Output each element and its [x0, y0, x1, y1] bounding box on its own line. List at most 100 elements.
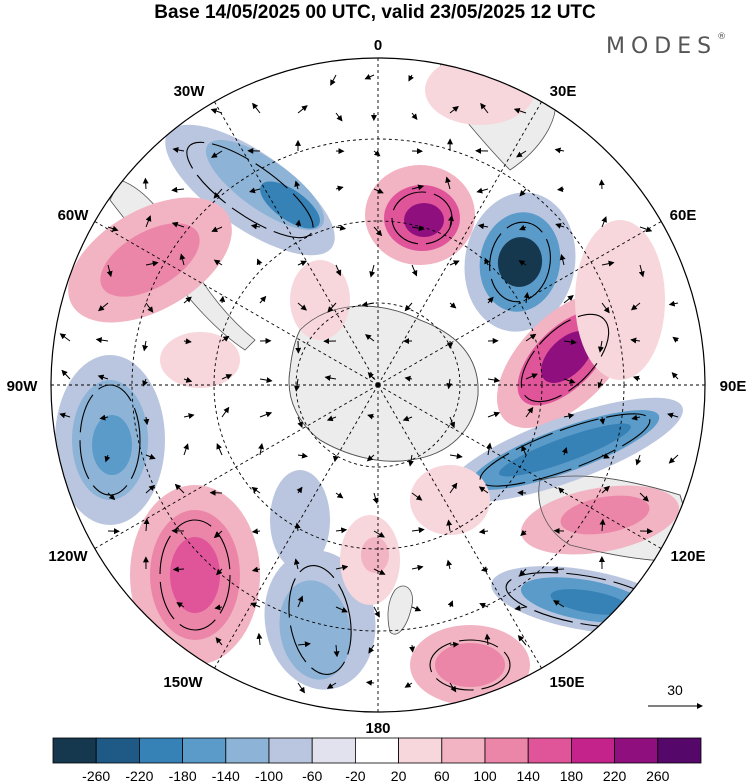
wind-vector — [411, 492, 423, 501]
colorbar-tick-label: -20 — [345, 768, 365, 783]
label-120w: 120W — [48, 548, 88, 565]
wind-vector — [335, 224, 347, 231]
wind-vector — [484, 633, 491, 646]
wind-vector — [667, 412, 679, 419]
wind-vector — [449, 453, 463, 460]
reference-vector-value: 30 — [667, 682, 683, 698]
wind-vector — [216, 443, 223, 456]
colorbar-swatch — [571, 737, 616, 764]
wind-vector — [365, 334, 375, 342]
wind-vector — [630, 337, 641, 344]
wind-vector — [478, 486, 489, 494]
wind-vector — [297, 595, 304, 608]
colorbar-swatch — [268, 737, 313, 764]
wind-vector — [252, 102, 261, 114]
wind-vector — [145, 215, 152, 228]
wind-vector — [513, 107, 527, 114]
label-60e: 60E — [670, 207, 697, 224]
wind-vector — [172, 147, 185, 153]
wind-vector — [61, 369, 71, 380]
anomaly-region — [260, 181, 320, 229]
colorbar-swatch — [484, 737, 529, 764]
wind-vector — [563, 413, 575, 419]
colorbar-tick-label: -60 — [302, 768, 322, 783]
wind-vector — [553, 600, 565, 608]
colorbar-swatch — [95, 737, 140, 764]
wind-vector — [480, 566, 489, 573]
wind-vector — [449, 482, 458, 494]
wind-vector — [214, 604, 223, 611]
label-150e: 150E — [549, 674, 584, 691]
anomaly-region — [290, 260, 350, 340]
wind-vector — [183, 443, 189, 456]
new-zealand-landmass — [387, 585, 413, 635]
wind-vector — [373, 568, 386, 575]
south-pole-marker — [375, 382, 381, 388]
wind-vector — [373, 150, 381, 157]
wind-vector — [411, 184, 425, 191]
anomaly-region — [435, 643, 505, 687]
map-disc — [51, 58, 705, 712]
wind-vector — [487, 296, 494, 304]
wind-vector — [171, 221, 185, 228]
anomaly-region — [541, 331, 593, 383]
label-90e: 90E — [720, 378, 747, 395]
anomaly-region — [279, 580, 351, 680]
wind-vector — [476, 187, 489, 194]
wind-vector — [519, 224, 527, 231]
wind-vector — [297, 260, 308, 267]
wind-vector — [367, 372, 375, 380]
wind-vector — [367, 413, 375, 420]
wind-vector — [448, 214, 454, 228]
label-180: 180 — [365, 720, 390, 737]
wind-vector — [335, 264, 342, 277]
wind-vector — [107, 225, 119, 232]
wind-vector — [258, 443, 265, 456]
wind-vector — [519, 568, 527, 577]
wind-vector — [143, 518, 150, 532]
wind-vector — [518, 260, 527, 266]
map-title: Base 14/05/2025 00 UTC, valid 23/05/2025… — [154, 2, 596, 23]
wind-vector — [449, 260, 460, 266]
wind-vector — [411, 264, 418, 277]
map-boundary — [50, 57, 706, 713]
colorbar-swatch — [52, 737, 97, 764]
wind-vector — [402, 415, 413, 422]
wind-vector — [601, 216, 607, 228]
streamline — [429, 639, 511, 691]
meridian-line — [377, 384, 542, 669]
colorbar-tick-label: 220 — [603, 768, 627, 783]
meridian-line — [377, 101, 542, 386]
wind-vector — [106, 264, 113, 278]
wind-vector — [335, 492, 344, 499]
wind-vector — [335, 527, 348, 534]
wind-vector — [221, 374, 233, 380]
wind-vector — [408, 74, 414, 82]
wind-vector — [601, 485, 610, 494]
colorbar-swatch — [527, 737, 572, 764]
wind-vector — [107, 492, 116, 501]
wind-vector — [404, 375, 413, 382]
wind-vector — [183, 413, 195, 419]
wind-vector — [297, 452, 308, 459]
wind-vector — [213, 259, 223, 266]
wind-vector — [259, 377, 273, 384]
wind-vector — [183, 296, 192, 304]
wind-vector — [213, 530, 223, 539]
wind-vector — [295, 219, 302, 228]
wind-vector — [561, 447, 568, 456]
wind-vector — [520, 529, 527, 537]
wind-vector — [172, 566, 185, 573]
longitude-labels: 0 30E 60E 90E 120E 150E 180 150W 120W 90… — [7, 37, 747, 737]
wind-vector — [411, 225, 425, 232]
anomaly-region — [410, 465, 490, 535]
wind-vector — [326, 415, 337, 422]
meridian-line — [214, 384, 379, 669]
colorbar-tick-label: 20 — [391, 768, 407, 783]
anomaly-region — [361, 537, 389, 573]
wind-vector — [445, 176, 451, 190]
label-150w: 150W — [163, 674, 203, 691]
wind-vector — [171, 186, 185, 193]
brand-name: MODES — [606, 34, 718, 59]
wind-vector — [668, 454, 679, 464]
